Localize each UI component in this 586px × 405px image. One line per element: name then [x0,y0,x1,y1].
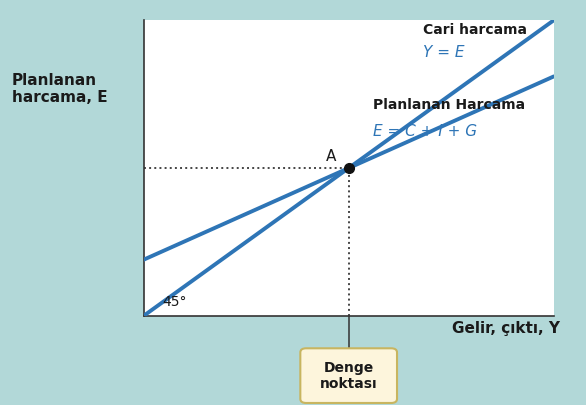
Text: A: A [326,149,336,164]
Text: Denge
noktası: Denge noktası [320,360,377,391]
Text: 45°: 45° [162,295,186,309]
Text: Y = E: Y = E [423,45,464,60]
Text: Cari harcama: Cari harcama [423,23,526,36]
Text: E = C + I + G: E = C + I + G [373,124,478,139]
Text: Gelir, çıktı, Y: Gelir, çıktı, Y [452,320,560,336]
Text: Planlanan
harcama, E: Planlanan harcama, E [12,73,107,105]
Text: Planlanan Harcama: Planlanan Harcama [373,98,526,112]
